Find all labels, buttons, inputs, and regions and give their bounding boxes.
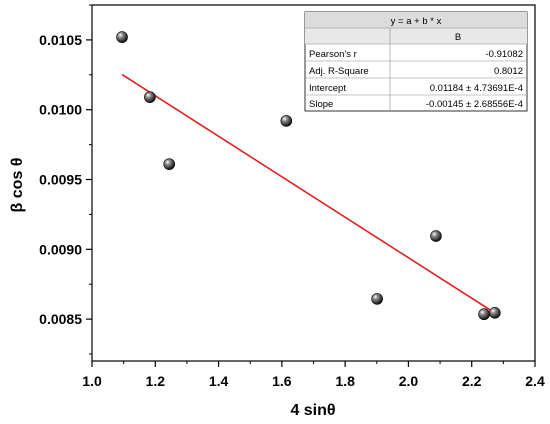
stat-value-intercept: 0.01184 ± 4.73691E-4 xyxy=(430,83,523,94)
stat-value-slope: -0.00145 ± 2.68556E-4 xyxy=(426,99,523,110)
fit-equation: y = a + b * x xyxy=(391,16,442,27)
data-point xyxy=(478,308,490,321)
stats-column-header: B xyxy=(455,32,461,43)
y-axis-title: β cos θ xyxy=(9,158,26,213)
y-tick-label: 0.0090 xyxy=(39,241,82,257)
x-tick-label: 2.2 xyxy=(462,373,482,389)
stats-table-colhead-bg xyxy=(305,28,527,44)
data-point xyxy=(116,31,128,43)
x-tick-label: 1.0 xyxy=(82,373,102,389)
x-tick-label: 1.2 xyxy=(146,373,166,389)
stat-label-pearson: Pearson's r xyxy=(309,49,357,60)
y-tick-label: 0.0095 xyxy=(39,172,82,188)
data-point xyxy=(430,230,442,242)
x-tick-label: 1.8 xyxy=(335,373,355,389)
x-tick-label: 1.6 xyxy=(272,373,292,389)
y-tick-label: 0.0100 xyxy=(39,102,82,118)
y-tick-label: 0.0085 xyxy=(39,311,82,327)
x-tick-label: 2.4 xyxy=(525,373,545,389)
stat-value-adj-r-square: 0.8012 xyxy=(494,66,523,77)
stat-label-slope: Slope xyxy=(309,99,333,110)
data-point xyxy=(280,115,293,127)
data-point xyxy=(144,91,156,103)
x-tick-label: 2.0 xyxy=(399,373,419,389)
stat-value-pearson: -0.91082 xyxy=(485,49,523,60)
stat-label-intercept: Intercept xyxy=(309,83,346,94)
x-axis-title: 4 sinθ xyxy=(290,402,335,419)
stat-label-adj-r-square: Adj. R-Square xyxy=(309,66,369,77)
stats-table-header-bg xyxy=(305,12,527,28)
y-tick-label: 0.0105 xyxy=(39,32,82,48)
y-axis: 0.0085 0.0090 0.0095 0.0100 0.0105 xyxy=(39,4,92,355)
x-tick-label: 1.4 xyxy=(209,373,229,389)
linear-fit-line xyxy=(121,73,496,314)
data-point xyxy=(489,307,501,319)
data-point xyxy=(163,158,176,170)
fit-statistics-table: y = a + b * x B Pearson's r -0.91082 Adj… xyxy=(304,11,528,112)
data-point xyxy=(371,293,383,305)
x-axis: 1.0 1.2 1.4 1.6 1.8 2.0 2.2 2.4 xyxy=(82,361,545,389)
